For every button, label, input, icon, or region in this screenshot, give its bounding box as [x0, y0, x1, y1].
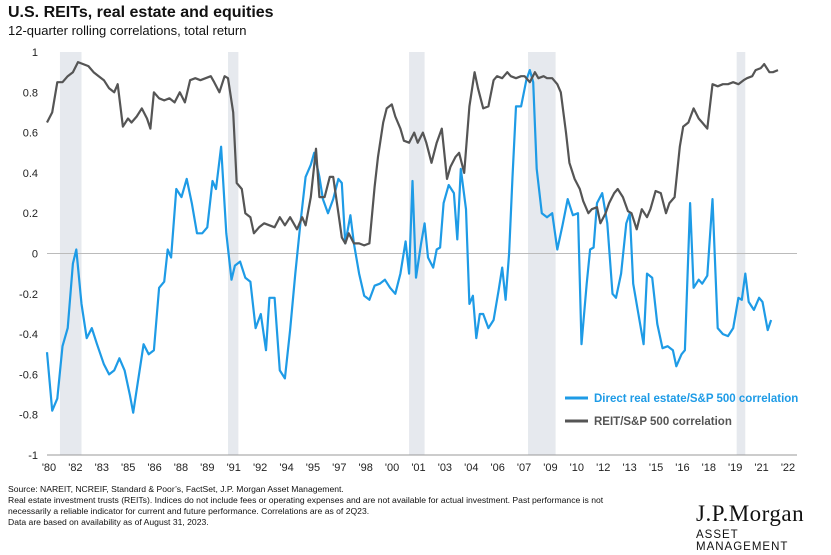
x-tick-label: '09 — [543, 462, 557, 474]
y-tick-label: 0.4 — [23, 168, 38, 180]
y-tick-label: -0.6 — [19, 369, 38, 381]
x-tick-label: '10 — [570, 462, 584, 474]
correlation-line-chart: -1-0.8-0.6-0.4-0.200.20.40.60.81 '80'82 '… — [19, 47, 798, 474]
x-tick-label: '83 — [95, 462, 109, 474]
x-tick-label: '95 — [306, 462, 320, 474]
x-tick-label: '86 — [147, 462, 161, 474]
x-tick-label: '16 — [675, 462, 689, 474]
jpmorgan-logo: J.P.Morgan ASSET MANAGEMENT — [696, 501, 826, 553]
y-tick-label: -0.4 — [19, 329, 38, 341]
x-tick-label: '07 — [517, 462, 531, 474]
y-tick-label: 0.6 — [23, 128, 38, 140]
x-tick-label: '12 — [596, 462, 610, 474]
x-tick-label: '94 — [279, 462, 293, 474]
brand-name: J.P.Morgan — [696, 501, 805, 526]
series-line-reit — [46, 61, 779, 247]
x-tick-label: '06 — [491, 462, 505, 474]
x-tick-label: '97 — [332, 462, 346, 474]
y-tick-label: -0.8 — [19, 410, 38, 422]
y-tick-label: 1 — [32, 47, 38, 59]
x-tick-label: '88 — [174, 462, 188, 474]
series-line-direct — [45, 69, 773, 414]
footnote-source: Source: NAREIT, NCREIF, Standard & Poor’… — [8, 484, 344, 494]
y-tick-label: -1 — [28, 450, 38, 462]
y-tick-label: 0.8 — [23, 87, 38, 99]
x-tick-label: '21 — [754, 462, 768, 474]
x-tick-label: '22 — [781, 462, 795, 474]
y-tick-label: 0 — [32, 249, 38, 261]
x-tick-label: '82 — [68, 462, 82, 474]
x-tick-label: '89 — [200, 462, 214, 474]
footnote-disclaimer-2: necessarily a reliable indicator for cur… — [8, 506, 370, 516]
x-tick-label: '00 — [385, 462, 399, 474]
footnotes: Source: NAREIT, NCREIF, Standard & Poor’… — [8, 484, 698, 528]
series-lines — [45, 61, 779, 414]
legend: Direct real estate/S&P 500 correlation RE… — [565, 393, 798, 428]
x-tick-label: '03 — [438, 462, 452, 474]
x-tick-label: '15 — [649, 462, 663, 474]
y-tick-label: 0.2 — [23, 208, 38, 220]
brand-subtitle: ASSET MANAGEMENT — [696, 529, 789, 553]
y-tick-label: -0.2 — [19, 289, 38, 301]
y-axis: -1 -0.8 -0.6 -0.4 -0.2 0 0.2 0.4 0.6 0.8 1 — [19, 47, 38, 462]
chart-subtitle: 12-quarter rolling correlations, total r… — [8, 23, 247, 38]
x-tick-label: '80 — [42, 462, 56, 474]
x-axis: '80 '82 '83 '85 '86 '88 '89 '91 '92 '94 '95 '97 '98 '… — [42, 454, 797, 474]
x-tick-label: '91 — [227, 462, 241, 474]
chart-title: U.S. REITs, real estate and equities — [8, 4, 274, 21]
legend-label-reit: REIT/S&P 500 correlation — [594, 416, 732, 428]
x-tick-label: '04 — [464, 462, 478, 474]
footnote-data-date: Data are based on availability as of Aug… — [8, 517, 209, 527]
x-tick-label: '92 — [253, 462, 267, 474]
x-tick-label: '98 — [359, 462, 373, 474]
footnote-disclaimer-1: Real estate investment trusts (REITs). I… — [8, 495, 604, 505]
x-tick-label: '18 — [702, 462, 716, 474]
x-tick-label: '19 — [728, 462, 742, 474]
x-tick-label: '01 — [411, 462, 425, 474]
x-tick-label: '13 — [622, 462, 636, 474]
legend-label-direct: Direct real estate/S&P 500 correlation — [594, 393, 798, 405]
x-tick-label: '85 — [121, 462, 135, 474]
